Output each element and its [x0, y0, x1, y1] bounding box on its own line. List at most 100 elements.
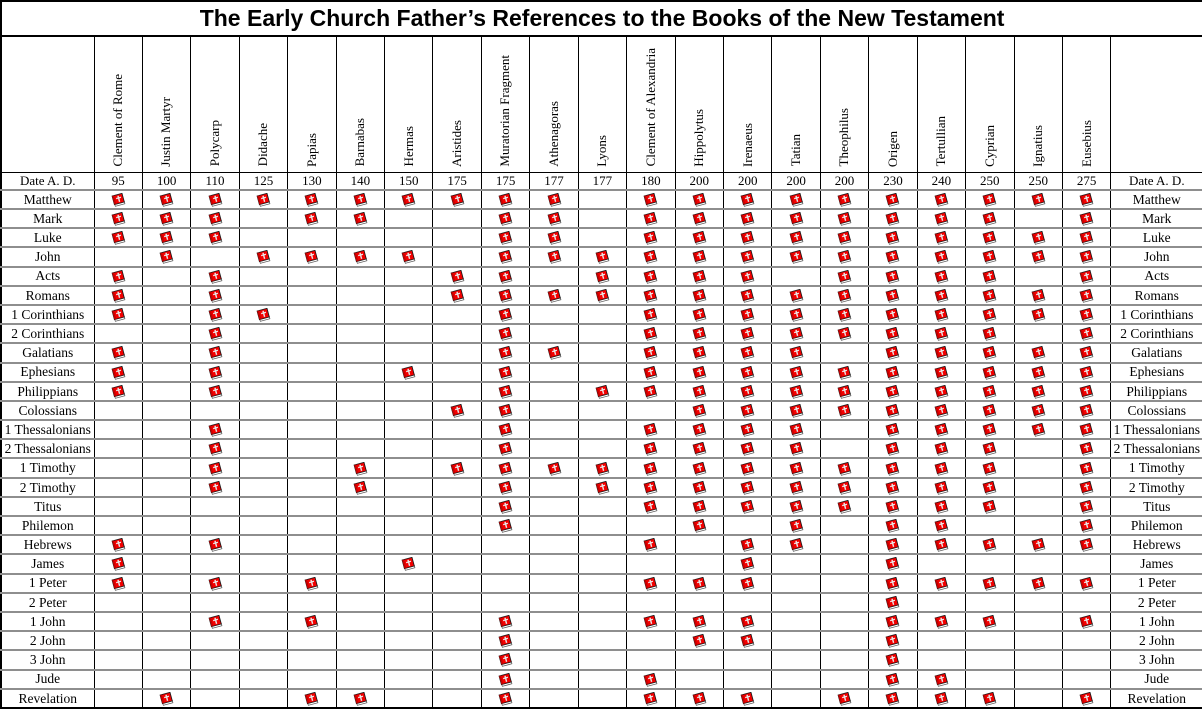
reference-cell — [626, 610, 676, 632]
reference-cell — [626, 668, 676, 689]
reference-cell — [868, 342, 918, 363]
book-icon — [111, 288, 126, 303]
book-icon — [643, 211, 658, 226]
fathers-header-row: Clement of Rome Justin Martyr Polycarp Dida… — [0, 36, 1202, 173]
father-name: Hippolytus — [691, 108, 707, 167]
reference-cell — [141, 591, 192, 612]
reference-cell — [529, 610, 579, 632]
reference-cell — [93, 495, 143, 517]
reference-cell — [916, 457, 967, 478]
book-label-left: 2 Corinthians — [0, 323, 95, 344]
reference-cell — [141, 284, 192, 305]
reference-cell — [771, 610, 821, 632]
reference-cell — [965, 303, 1015, 325]
reference-cell — [577, 572, 628, 593]
date-cell: 240 — [916, 171, 967, 191]
book-icon — [643, 614, 658, 629]
reference-cell — [819, 361, 870, 382]
book-icon — [450, 288, 465, 303]
book-label-right: Revelation — [1110, 687, 1202, 708]
book-icon — [837, 231, 852, 246]
book-row: 1 Peter — [0, 572, 1202, 593]
reference-cell — [287, 553, 337, 574]
reference-cell — [771, 303, 821, 325]
reference-cell — [529, 668, 579, 689]
book-icon — [789, 461, 804, 476]
reference-cell — [771, 534, 821, 555]
reference-cell — [287, 668, 337, 689]
reference-cell — [529, 457, 579, 478]
reference-cell — [916, 572, 967, 593]
reference-cell — [480, 323, 531, 344]
date-cell: 150 — [384, 171, 434, 191]
book-label-right: 3 John — [1110, 649, 1202, 670]
reference-cell — [626, 361, 676, 382]
book-icon — [982, 231, 997, 246]
book-icon — [1031, 346, 1046, 361]
reference-cell — [577, 495, 628, 517]
reference-cell — [1013, 380, 1063, 401]
reference-cell — [1061, 457, 1112, 478]
reference-cell — [480, 342, 531, 363]
reference-cell — [93, 553, 143, 574]
book-icon — [789, 250, 804, 265]
reference-cell — [529, 399, 579, 421]
book-icon — [885, 499, 900, 514]
reference-cell — [432, 495, 482, 517]
header-corner-right — [1110, 36, 1202, 173]
reference-cell — [868, 610, 918, 632]
book-icon — [982, 288, 997, 303]
reference-cell — [674, 342, 724, 363]
book-icon — [740, 576, 755, 591]
reference-cell — [916, 227, 967, 248]
reference-cell — [432, 188, 482, 210]
reference-cell — [722, 438, 773, 459]
reference-cell — [480, 208, 531, 229]
book-label-left: Matthew — [0, 188, 95, 210]
reference-cell — [432, 572, 482, 593]
reference-cell — [577, 188, 628, 210]
reference-cell — [190, 246, 240, 267]
reference-cell — [1013, 591, 1063, 612]
reference-cell — [335, 668, 386, 689]
reference-cell — [868, 572, 918, 593]
reference-cell — [1013, 649, 1063, 670]
book-row: Revelation — [0, 687, 1202, 708]
reference-cell — [141, 610, 192, 632]
reference-cell — [819, 323, 870, 344]
reference-cell — [965, 476, 1015, 497]
reference-cell — [965, 591, 1015, 612]
book-icon — [304, 576, 319, 591]
reference-cell — [190, 380, 240, 401]
reference-cell — [384, 323, 434, 344]
book-icon — [740, 192, 755, 207]
reference-cell — [335, 323, 386, 344]
reference-cell — [480, 380, 531, 401]
book-row: 2 Peter 2 Peter — [0, 591, 1202, 612]
book-icon — [208, 422, 223, 437]
reference-cell — [480, 553, 531, 574]
reference-cell — [577, 208, 628, 229]
reference-cell — [868, 457, 918, 478]
reference-cell — [384, 630, 434, 651]
book-icon — [498, 442, 513, 457]
book-icon — [111, 192, 126, 207]
reference-cell — [722, 188, 773, 210]
book-icon — [692, 269, 707, 284]
book-icon — [740, 346, 755, 361]
book-icon — [256, 250, 271, 265]
reference-cell — [1061, 515, 1112, 536]
book-icon — [111, 346, 126, 361]
reference-cell — [190, 687, 240, 708]
book-icon — [692, 231, 707, 246]
father-header-cell: Didache — [238, 36, 289, 173]
reference-cell — [287, 610, 337, 632]
book-icon — [498, 384, 513, 399]
reference-cell — [432, 457, 482, 478]
reference-cell — [190, 495, 240, 517]
book-icon — [837, 307, 852, 322]
date-cell: 177 — [577, 171, 628, 191]
reference-cell — [529, 476, 579, 497]
reference-cell — [965, 399, 1015, 421]
book-icon — [450, 192, 465, 207]
